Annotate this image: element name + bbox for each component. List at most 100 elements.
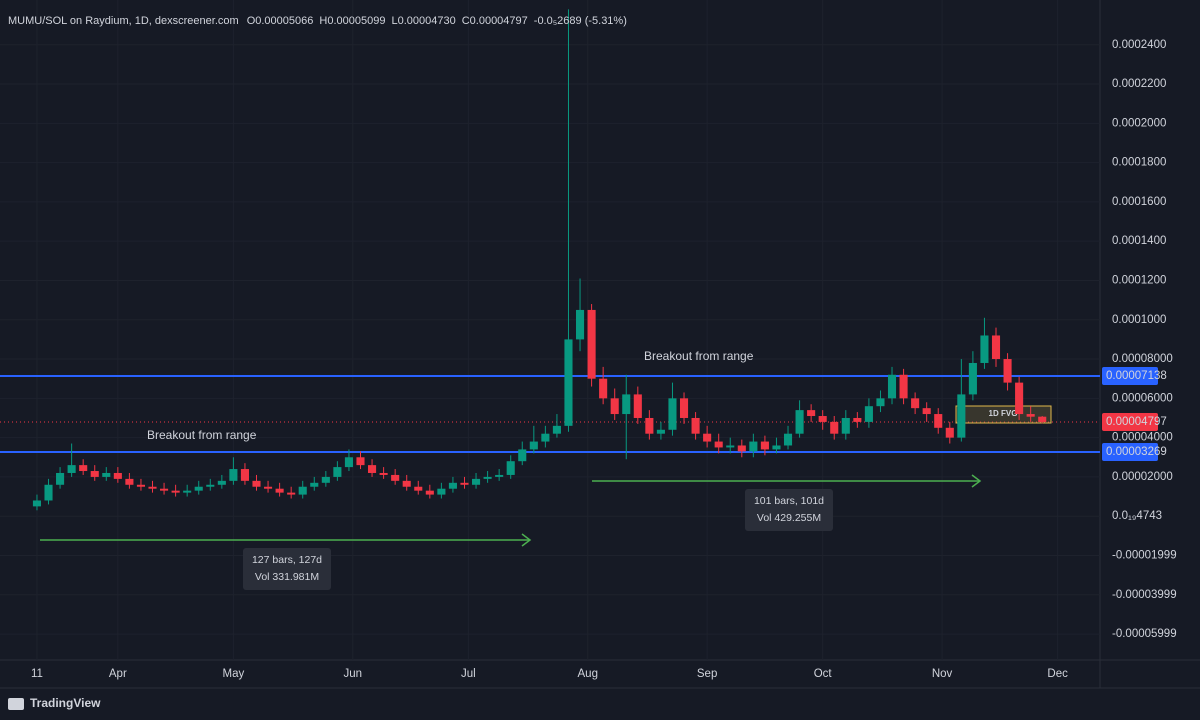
measure-box [243,548,331,590]
readout-value: 0.00005066 [255,15,313,27]
candle-body [552,425,561,434]
candle-body [67,465,76,473]
candle-body [934,414,943,428]
measure-box [745,489,833,531]
candle-body [379,472,388,475]
y-tick-label: 0.00006000 [1112,392,1173,404]
logo-icon [8,698,24,710]
measure-bars: 101 bars, 101d [754,495,824,507]
readout-key: H [319,15,327,27]
y-tick-label: -0.00001999 [1112,550,1177,562]
candle-body [818,416,827,422]
candle-body [287,492,296,495]
candle-body [264,486,273,489]
candle-body [356,457,365,466]
readout-key: C [462,15,470,27]
candle-body [310,482,319,487]
readout-value: 0.00004797 [470,15,528,27]
candle-body [483,476,492,479]
x-tick-label: Apr [109,668,127,680]
candle-body [1026,414,1035,417]
y-tick-label: 0.0001400 [1112,235,1166,247]
candle-body [148,486,157,489]
candle-body [575,309,585,340]
measure-volume: Vol 331.981M [255,571,319,583]
candle-body [899,374,908,399]
x-tick-label: Sep [697,668,717,680]
candle-body [113,472,122,479]
chart-title: MUMU/SOL on Raydium, 1D, dexscreener.com [8,15,239,27]
y-tick-label: 0.0002000 [1112,117,1166,129]
candle-body [668,398,677,430]
candle-body [1015,382,1024,415]
candle-body [252,480,261,487]
price-badge-label: 0.00007138 [1106,370,1167,382]
candle-body [194,486,203,491]
candle-body [183,490,192,493]
candle-body [344,457,353,468]
candle-body [991,335,1001,360]
candle-body [32,500,42,507]
candle-body [864,406,873,422]
candle-body [495,474,504,477]
candle-body [448,482,457,489]
measure-volume: Vol 429.255M [757,512,821,524]
y-tick-label: 0.00004000 [1112,432,1173,444]
y-tick-label: 0.0002400 [1112,39,1166,51]
candle-body [922,408,931,415]
candle-body [841,417,850,434]
measure-bars: 127 bars, 127d [252,554,322,566]
measure-arrowhead [521,533,532,547]
candle-body [102,472,111,477]
price-badge [1102,442,1158,461]
y-tick-label: 0.0002200 [1112,78,1166,90]
candle-body [968,362,977,395]
candle-body [298,486,307,495]
candle-body [125,478,134,485]
candle-body [714,441,723,448]
y-tick-label: 0.0₁₉4743 [1112,510,1162,522]
x-tick-label: Aug [578,668,598,680]
y-tick-label: -0.00003999 [1112,589,1177,601]
candle-body [160,488,169,491]
candle-body [1038,416,1047,422]
candle-body [171,490,180,493]
candle-body [425,490,434,495]
candle-body [414,486,423,491]
x-tick-label: Nov [932,668,953,680]
candle-body [656,429,665,434]
price-badge [1102,412,1158,431]
candle-body [518,449,527,462]
candle-body [726,445,735,448]
candle-body [645,417,654,434]
readout-key: O [247,15,256,27]
price-badge-label: 0.00003269 [1106,446,1167,458]
y-tick-label: 0.00002000 [1112,471,1173,483]
candle-body [610,398,619,415]
candle-body [136,484,145,487]
candle-body [206,484,215,487]
x-tick-label: May [223,668,245,680]
candle-body [437,488,446,495]
y-tick-label: 0.00008000 [1112,353,1173,365]
y-tick-label: -0.00005999 [1112,628,1177,640]
x-tick-label: Dec [1047,668,1068,680]
candle-body [275,488,284,493]
x-tick-label: 11 [31,668,43,680]
candle-body [737,445,746,452]
readout-value: 0.00004730 [398,15,456,27]
fvg-box [955,405,1052,424]
candle-body [783,433,793,446]
candle-body [622,394,631,415]
readout-key: L [391,15,397,27]
annotation: Breakout from range [147,428,257,442]
candle-body [599,378,608,399]
candle-body [506,461,515,475]
annotation: 1D FVG [989,409,1018,418]
y-tick-label: 0.0001200 [1112,275,1166,287]
price-badge-label: 0.00004797 [1106,416,1167,428]
measure-arrowhead [971,474,982,488]
candle-body [402,480,411,487]
candle-body [980,335,989,363]
